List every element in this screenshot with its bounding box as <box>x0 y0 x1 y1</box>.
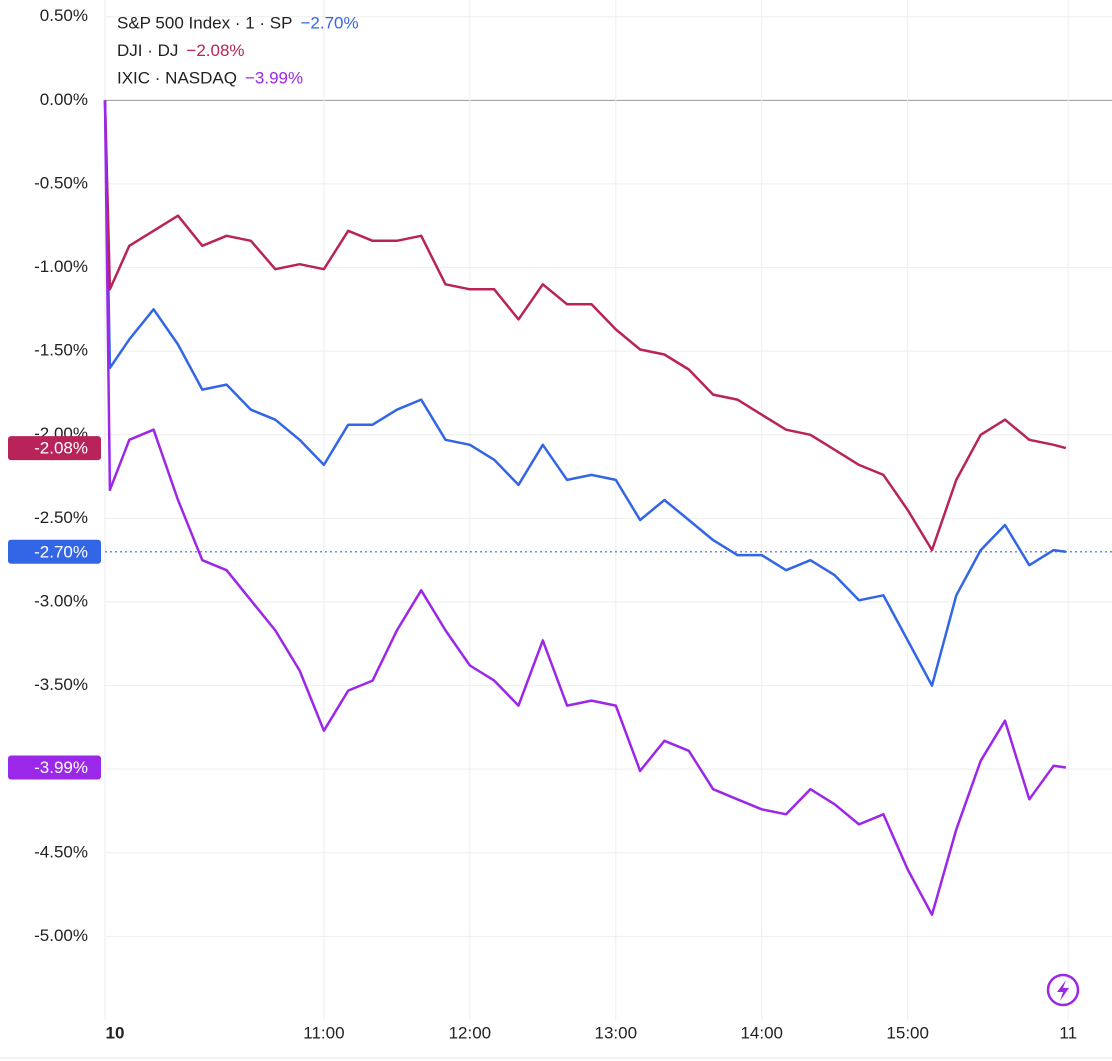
value-badge <box>8 436 101 461</box>
x-tick-label: 11 <box>1059 1023 1077 1042</box>
y-tick-label: -4.50% <box>34 842 88 861</box>
y-tick-label: -1.50% <box>34 341 88 360</box>
x-tick-label: 14:00 <box>740 1023 783 1042</box>
y-tick-label: -5.00% <box>34 926 88 945</box>
lightning-button[interactable] <box>1046 973 1080 1007</box>
y-tick-label: 0.50% <box>40 6 88 25</box>
icon-bolt <box>1057 980 1069 1001</box>
series-line <box>103 100 1066 916</box>
value-badge-label: -2.08% <box>34 439 88 458</box>
y-tick-label: -3.00% <box>34 591 88 610</box>
value-badge-label: -2.70% <box>34 542 88 561</box>
x-tick-label: 15:00 <box>886 1023 929 1042</box>
series-line <box>103 100 1067 552</box>
y-tick-label: -3.50% <box>34 675 88 694</box>
y-tick-label: -1.00% <box>34 257 88 276</box>
value-badge <box>8 755 101 780</box>
legend-value: −2.08% <box>186 41 244 60</box>
legend-name: S&P 500 Index · 1 · SP <box>117 13 292 32</box>
legend-name: IXIC · NASDAQ <box>117 68 237 87</box>
value-badge <box>8 539 101 564</box>
x-tick-label: 13:00 <box>595 1023 638 1042</box>
series-line <box>103 100 1066 687</box>
legend-value: −3.99% <box>245 68 303 87</box>
legend-name: DJI · DJ <box>117 41 178 60</box>
y-tick-label: -0.50% <box>34 173 88 192</box>
legend-value: −2.70% <box>300 13 358 32</box>
y-tick-label: -2.50% <box>34 508 88 527</box>
y-tick-label: 0.00% <box>40 90 88 109</box>
x-tick-label: 10 <box>106 1023 125 1042</box>
x-tick-label: 12:00 <box>449 1023 492 1042</box>
x-tick-label: 11:00 <box>303 1023 344 1042</box>
value-badge-label: -3.99% <box>34 758 88 777</box>
icon-ring <box>1046 973 1080 1007</box>
